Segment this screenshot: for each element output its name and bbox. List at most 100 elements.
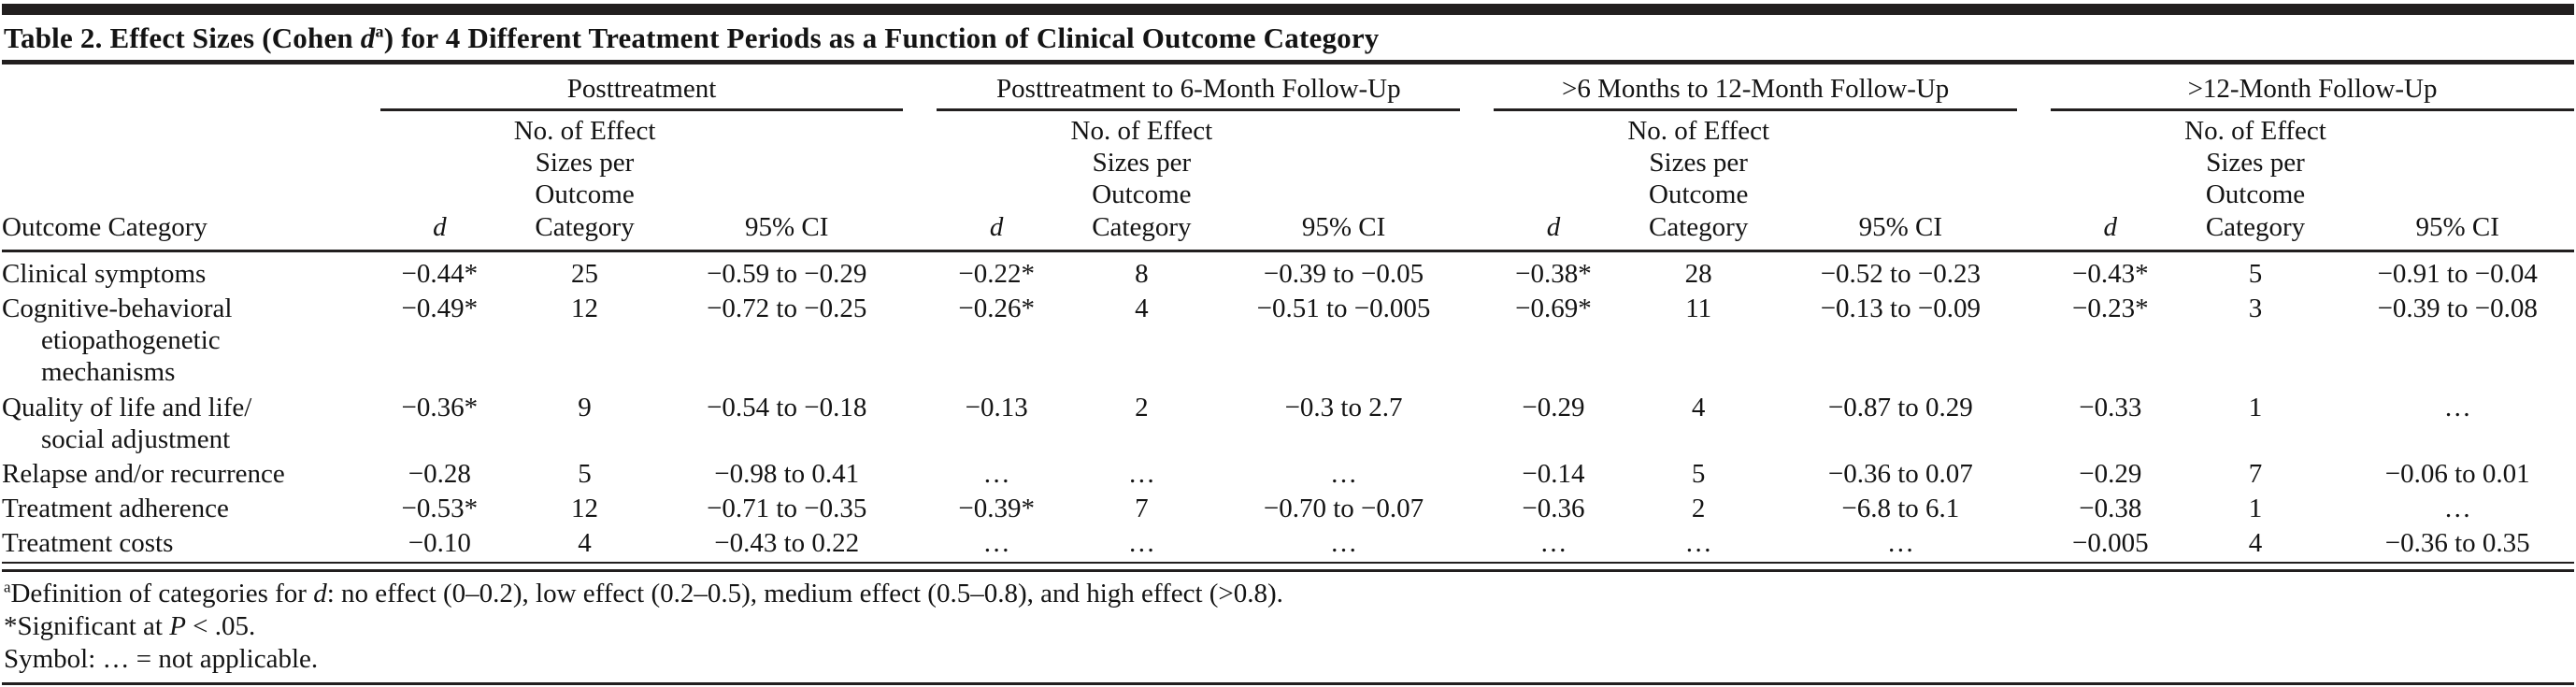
outcome-category-header: Outcome Category: [2, 109, 380, 252]
d-header: d: [2051, 109, 2170, 252]
column-group-row: Posttreatment Posttreatment to 6-Month F…: [2, 64, 2574, 111]
group-spacer: [2, 64, 380, 110]
column-gap: [2017, 525, 2051, 560]
footnote-p-symbol: P: [169, 611, 186, 642]
d-header: d: [1494, 109, 1613, 252]
effect-size-count: 4: [1135, 293, 1149, 323]
column-gap: [1460, 390, 1494, 456]
footnote-text-continued: < .05.: [185, 611, 256, 642]
d-value: −0.69*: [1515, 293, 1592, 323]
d-value: −0.33: [2079, 392, 2142, 422]
table-row: Clinical symptoms −0.44* 25 −0.59 to −0.29 −…: [2, 250, 2574, 291]
effect-sizes-count-header: No. of Effect Sizes per Outcome Category: [2169, 109, 2341, 252]
ci-value: −0.39 to −0.08: [2377, 293, 2538, 323]
d-value: −0.39*: [958, 494, 1035, 524]
column-gap: [2017, 250, 2051, 291]
effect-size-count: …: [1127, 459, 1155, 490]
column-group-over-12mo: >12-Month Follow-Up: [2051, 64, 2574, 111]
table-header: Posttreatment Posttreatment to 6-Month F…: [2, 64, 2574, 252]
column-gap: [2017, 291, 2051, 390]
ci-value: −0.06 to 0.01: [2384, 459, 2530, 490]
ci-value: −0.36 to 0.35: [2384, 528, 2530, 559]
ci-value: −0.59 to −0.29: [707, 258, 867, 289]
effect-size-count: 7: [1135, 494, 1149, 524]
column-gap: [903, 109, 937, 252]
column-gap: [903, 291, 937, 390]
row-category: Treatment costs: [2, 528, 174, 559]
row-category: Cognitive-behavioral etiopathogenetic me…: [2, 293, 233, 388]
ci-value: −0.91 to −0.04: [2377, 258, 2538, 289]
d-value: −0.43*: [2071, 258, 2149, 289]
effect-sizes-table: Posttreatment Posttreatment to 6-Month F…: [2, 64, 2574, 561]
ci-value: …: [1330, 459, 1358, 490]
footnote-text-continued: : no effect (0–0.2), low effect (0.2–0.5…: [326, 578, 1283, 608]
top-border-bar: [2, 4, 2574, 15]
effect-size-count: 5: [1691, 459, 1706, 490]
effect-size-count: 4: [578, 528, 592, 559]
effect-size-count: 2: [1135, 392, 1149, 422]
ci-value: …: [2443, 392, 2471, 422]
d-value: −0.44*: [401, 258, 479, 289]
column-gap: [1460, 291, 1494, 390]
d-value: −0.49*: [401, 293, 479, 323]
ci-value: −0.87 to 0.29: [1827, 392, 1973, 422]
table-row: Cognitive-behavioral etiopathogenetic me…: [2, 291, 2574, 390]
column-group-6-to-12mo: >6 Months to 12-Month Follow-Up: [1494, 64, 2018, 111]
table-row: Relapse and/or recurrence −0.28 5 −0.98 to …: [2, 456, 2574, 491]
d-value: −0.36*: [401, 392, 479, 422]
column-gap: [1460, 64, 1494, 110]
d-value: −0.10: [408, 528, 471, 559]
table-row: Treatment adherence −0.53* 12 −0.71 to −0.3…: [2, 491, 2574, 525]
d-value: −0.14: [1522, 459, 1585, 490]
table-row: Treatment costs −0.10 4 −0.43 to 0.22 … … … … … ……: [2, 525, 2574, 560]
d-value: …: [982, 528, 1010, 559]
row-category: Clinical symptoms: [2, 258, 207, 289]
effect-size-count: 12: [571, 494, 599, 524]
effect-size-count: 4: [1691, 392, 1706, 422]
d-header: d: [379, 109, 500, 252]
table-body: Clinical symptoms −0.44* 2 5 −0.59 to −0.29 −…: [2, 250, 2574, 560]
ci-value: −0.13 to −0.09: [1820, 293, 1981, 323]
d-value: −0.005: [2071, 528, 2149, 559]
d-value: …: [1539, 528, 1567, 559]
ci-header: 95% CI: [1226, 109, 1461, 252]
effect-size-count: 3: [2248, 293, 2263, 323]
d-value: −0.29: [1522, 392, 1585, 422]
ci-value: −0.3 to 2.7: [1284, 392, 1403, 422]
title-footnote-marker: a: [375, 21, 384, 41]
ci-value: …: [1330, 528, 1358, 559]
effect-sizes-count-header: No. of Effect Sizes per Outcome Category: [1612, 109, 1784, 252]
footnote-symbol: Symbol: … = not applicable.: [4, 643, 2574, 676]
column-gap: [1460, 250, 1494, 291]
table-bottom-rule: [2, 561, 2574, 572]
ci-value: −0.39 to −0.05: [1263, 258, 1424, 289]
row-category: Quality of life and life/ social adjustm…: [2, 392, 252, 454]
column-gap: [2017, 456, 2051, 491]
bottom-border-rule: [2, 681, 2574, 685]
table-row: Quality of life and life/ social adjustm…: [2, 390, 2574, 456]
ci-value: −0.98 to 0.41: [714, 459, 860, 490]
ci-header: 95% CI: [2340, 109, 2574, 252]
effect-size-count: 12: [571, 293, 599, 323]
ci-value: −0.71 to −0.35: [707, 494, 867, 524]
subheader-row: Outcome Category d No. of Effect Sizes p…: [2, 109, 2574, 252]
d-value: −0.36: [1522, 494, 1585, 524]
d-value: …: [982, 459, 1010, 490]
d-value: −0.22*: [958, 258, 1035, 289]
d-value: −0.23*: [2071, 293, 2149, 323]
table-title: Table 2. Effect Sizes (Cohen da) for 4 D…: [4, 21, 2574, 55]
effect-size-count: 1: [2248, 392, 2263, 422]
effect-size-count: 4: [2248, 528, 2263, 559]
effect-size-count: 28: [1684, 258, 1712, 289]
effect-size-count: 5: [2248, 258, 2263, 289]
ci-value: −0.52 to −0.23: [1820, 258, 1981, 289]
row-category: Treatment adherence: [2, 494, 229, 524]
effect-size-count: 8: [1135, 258, 1149, 289]
effect-size-count: 1: [2248, 494, 2263, 524]
column-gap: [903, 64, 937, 110]
ci-header: 95% CI: [1783, 109, 2018, 252]
column-group-posttreatment: Posttreatment: [379, 64, 904, 111]
ci-value: −0.70 to −0.07: [1263, 494, 1424, 524]
d-value: −0.28: [408, 459, 471, 490]
